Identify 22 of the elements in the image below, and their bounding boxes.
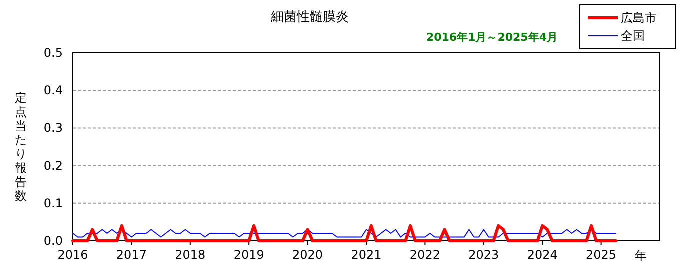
x-tick-label: 2024: [527, 248, 558, 262]
x-axis-title: 年: [635, 249, 647, 263]
x-tick-label: 2016: [58, 248, 88, 262]
y-tick-label: 0.1: [44, 196, 63, 210]
y-tick-label: 0.0: [44, 234, 63, 248]
x-tick-label: 2022: [410, 248, 440, 262]
x-tick-label: 2019: [234, 248, 264, 262]
legend-label: 広島市: [621, 11, 657, 25]
x-tick-label: 2018: [175, 248, 206, 262]
chart-title: 細菌性髄膜炎: [270, 10, 349, 25]
y-tick-label: 0.3: [44, 121, 63, 136]
x-tick-label: 2020: [292, 248, 324, 262]
y-tick-label: 0.5: [44, 46, 63, 60]
y-tick-label: 0.2: [44, 158, 63, 173]
y-tick-label: 0.4: [44, 84, 63, 98]
x-tick-label: 2023: [468, 248, 500, 262]
x-tick-label: 2017: [116, 248, 147, 262]
x-tick-label: 2021: [351, 248, 382, 262]
x-tick-label: 2025: [586, 248, 617, 262]
y-axis-title: 定点当たり報告数: [15, 91, 27, 203]
legend-label: 全国: [621, 29, 645, 43]
chart-subtitle: 2016年1月～2025年4月: [426, 31, 558, 44]
